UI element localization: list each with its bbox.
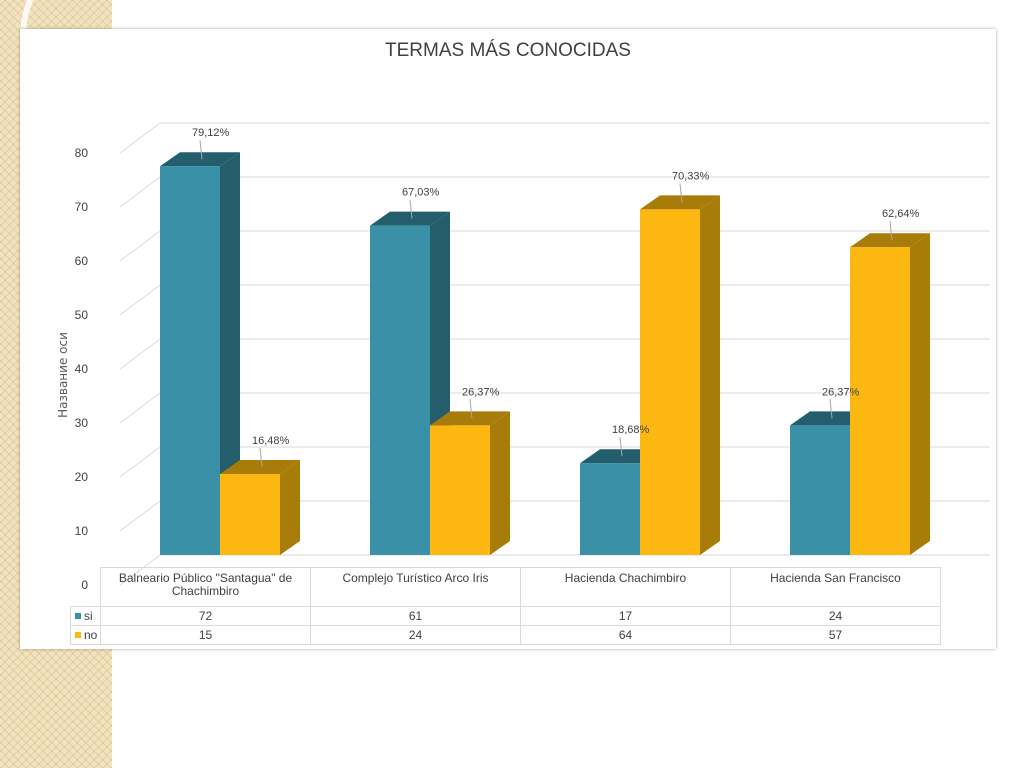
table-row-si: si 72 61 17 24 [70,606,941,626]
data-label-si: 26,37% [822,386,860,398]
data-label-no: 26,37% [462,386,500,398]
data-label-leader [679,183,683,203]
table-cell: 72 [100,606,311,626]
legend-swatch-si [75,613,81,620]
table-cell: 17 [520,606,731,626]
data-label-si: 79,12% [192,127,230,139]
legend-key-si: si [70,606,101,626]
gridline-diag [119,122,161,154]
y-tick-label: 20 [75,470,89,484]
gridline-diag [119,176,161,208]
data-table: Balneario Público "Santagua" de Chachimb… [70,567,941,645]
y-tick-label: 50 [75,308,89,322]
bar-si [160,152,240,555]
y-axis-title: Название оси [56,332,70,418]
y-tick-label: 80 [75,146,89,160]
data-label-no: 62,64% [882,208,920,220]
data-label-leader [829,399,833,419]
table-row-no: no 15 24 64 57 [70,625,941,645]
y-tick-label: 40 [75,362,89,376]
gridline-diag [119,500,161,532]
legend-label-si: si [84,608,93,623]
data-label-leader [619,437,623,457]
table-corner-cell [70,567,101,607]
bar-no [640,195,720,555]
chart-title: TERMAS MÁS CONOCIDAS [385,40,631,61]
category-label: Hacienda San Francisco [730,567,941,607]
table-cell: 24 [310,625,521,645]
data-label-leader [199,140,203,160]
gridline-diag [119,392,161,424]
gridline-diag [119,284,161,316]
gridline-diag [119,446,161,478]
data-label-si: 18,68% [612,424,650,436]
legend-label-no: no [84,627,98,642]
gridline-diag [119,230,161,262]
y-tick-label: 60 [75,254,89,268]
bar-no [430,411,510,555]
bar-no [850,233,930,555]
table-cell: 15 [100,625,311,645]
chart-card: 0 10 20 30 40 50 60 70 80 79,12% 16,48% 67,03% 26,3… [20,29,996,649]
y-tick-label: 70 [75,200,89,214]
data-label-leader [469,399,473,419]
category-label: Complejo Turístico Arco Iris [310,567,521,607]
data-label-leader [889,221,893,241]
data-label-leader [259,447,263,468]
legend-key-no: no [70,625,101,645]
table-cell: 61 [310,606,521,626]
legend-swatch-no [75,632,81,639]
data-label-no: 70,33% [672,170,710,182]
bar-no [220,460,300,555]
table-cell: 57 [730,625,941,645]
data-label-si: 67,03% [402,187,440,199]
table-header-row: Balneario Público "Santagua" de Chachimb… [70,567,941,607]
category-label: Balneario Público "Santagua" de Chachimb… [100,567,311,607]
data-label-leader [409,199,413,219]
y-tick-label: 30 [75,416,89,430]
table-cell: 24 [730,606,941,626]
y-tick-label: 10 [75,524,89,538]
category-label: Hacienda Chachimbiro [520,567,731,607]
data-label-no: 16,48% [252,435,290,447]
table-cell: 64 [520,625,731,645]
gridline-diag [119,338,161,370]
